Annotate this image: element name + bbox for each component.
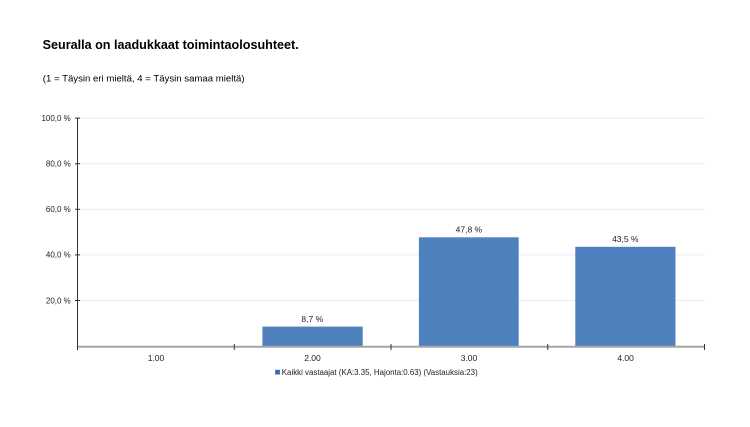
svg-text:47,8 %: 47,8 %: [456, 224, 483, 234]
svg-text:2.00: 2.00: [304, 353, 321, 363]
svg-text:40,0 %: 40,0 %: [46, 251, 71, 260]
svg-text:8,7 %: 8,7 %: [301, 314, 323, 324]
svg-text:Kaikki vastaajat (KA:3.35, Haj: Kaikki vastaajat (KA:3.35, Hajonta:0.63)…: [282, 368, 478, 377]
svg-text:100,0 %: 100,0 %: [41, 114, 70, 123]
svg-text:3.00: 3.00: [461, 353, 478, 363]
svg-text:60,0 %: 60,0 %: [46, 205, 71, 214]
svg-text:80,0 %: 80,0 %: [46, 160, 71, 169]
svg-text:Seuralla on laadukkaat toimint: Seuralla on laadukkaat toimintaolosuhtee…: [43, 38, 299, 52]
svg-text:(1 = Täysin eri mieltä, 4 = Tä: (1 = Täysin eri mieltä, 4 = Täysin samaa…: [43, 74, 245, 85]
svg-text:20,0 %: 20,0 %: [46, 296, 71, 305]
svg-text:1.00: 1.00: [148, 353, 165, 363]
svg-text:4.00: 4.00: [617, 353, 634, 363]
svg-text:43,5 %: 43,5 %: [612, 234, 639, 244]
